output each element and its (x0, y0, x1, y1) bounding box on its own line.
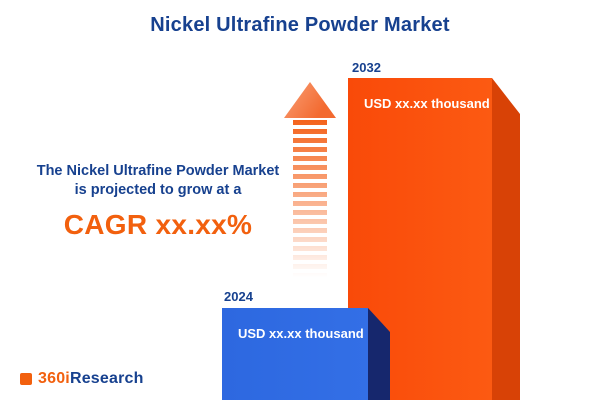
logo-i: i (65, 370, 70, 387)
logo-mark-icon (20, 373, 32, 385)
bar-2032-year-label: 2032 (352, 60, 381, 75)
growth-arrow-head-icon (284, 82, 336, 118)
logo-text: 360iResearch (38, 370, 144, 388)
bar-2024-side-face (368, 308, 390, 400)
annotation-line1: The Nickel Ultrafine Powder Market (36, 163, 280, 179)
logo-prefix: 360 (38, 370, 66, 387)
growth-arrow-stripes-icon (293, 120, 327, 282)
bar-2032-side-face (492, 78, 520, 400)
bar-2032-value-label: USD xx.xx thousand (364, 96, 490, 111)
logo: 360iResearch (20, 370, 144, 388)
logo-suffix: Research (69, 370, 144, 387)
annotation-line2: is projected to grow at a (74, 182, 242, 198)
annotation-block: The Nickel Ultrafine Powder Market is pr… (8, 162, 308, 241)
cagr-text: CAGR xx.xx% (63, 209, 253, 240)
bar-2024-year-label: 2024 (224, 289, 253, 304)
bar-2024-value-label: USD xx.xx thousand (238, 326, 364, 341)
bar-2024: USD xx.xx thousand (222, 308, 368, 400)
page-title: Nickel Ultrafine Powder Market (150, 14, 450, 36)
